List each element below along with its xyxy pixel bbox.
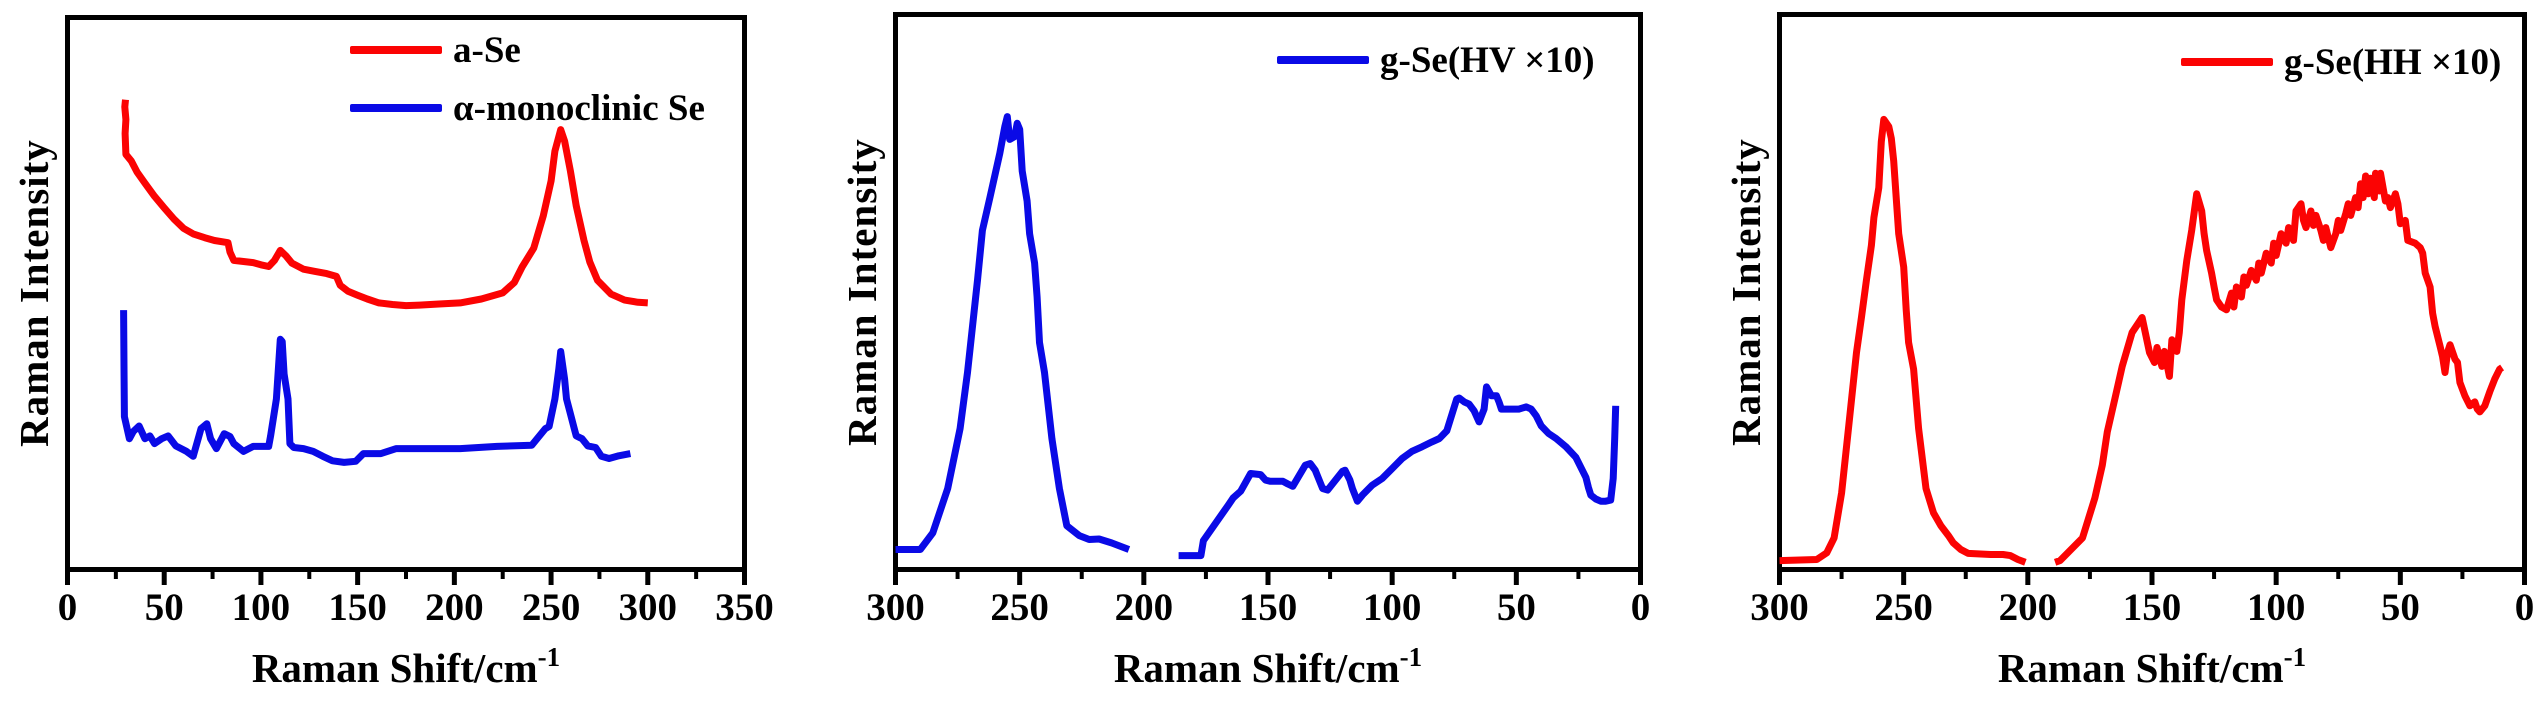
x-tick-label: 250: [521, 586, 581, 629]
legend-line-swatch: [2181, 58, 2273, 66]
x-axis-title: Raman Shift/cm-1: [65, 642, 747, 692]
x-tick-label: 350: [715, 586, 774, 629]
y-axis-label: Raman Intensity: [839, 138, 885, 446]
panel-a-se-vs-monoclinic: Raman Intensity 0 50 100 150 200 250 300 350 Ra…: [11, 15, 774, 691]
legend-label: g-Se(HV ×10): [1380, 39, 1595, 81]
plot-area: [893, 12, 1643, 585]
x-tick-label: 250: [1874, 586, 1933, 629]
x-tick-label: 50: [1496, 586, 1536, 629]
x-axis-title: Raman Shift/cm-1: [1777, 642, 2527, 692]
curve-g-se-hv-10-: [1178, 383, 1620, 560]
legend-line-swatch: [350, 46, 442, 54]
curve--monoclinic-se: [120, 310, 632, 466]
x-axis-title-text: Raman Shift/cm: [1997, 645, 2284, 691]
x-tick-label: 150: [1238, 586, 1298, 629]
x-tick-label: 0: [2514, 586, 2535, 629]
x-tick-label: 200: [1114, 586, 1174, 629]
plot-area: [1777, 12, 2527, 585]
x-axis-title-superscript: -1: [1399, 642, 1423, 672]
curve-a-se: [121, 99, 649, 310]
curve-g-se-hh-10-: [2053, 169, 2505, 566]
x-tick-label: 300: [866, 586, 925, 629]
x-tick-label: 50: [2380, 586, 2420, 629]
panel-g-se-hv: Raman Intensity 300 250 200 150 100 50 0 Raman…: [839, 12, 1650, 691]
y-axis-label: Raman Intensity: [1723, 138, 1769, 446]
legend: g-Se(HH ×10): [2181, 40, 2501, 84]
x-tick-label: 300: [1750, 586, 1809, 629]
x-axis-title-text: Raman Shift/cm: [251, 645, 538, 691]
x-tick-label: 100: [2246, 586, 2306, 629]
curve-g-se-hv-10-: [895, 113, 1131, 553]
x-tick-label: 200: [425, 586, 484, 629]
x-axis-ticks: 300 250 200 150 100 50 0: [1750, 584, 2534, 632]
x-axis-title-text: Raman Shift/cm: [1113, 645, 1400, 691]
x-tick-label: 150: [328, 586, 387, 629]
x-tick-label: 0: [1630, 586, 1651, 629]
panel-g-se-hh: Raman Intensity 300 250 200 150 100 50 0 Raman…: [1723, 12, 2534, 691]
legend-entry: g-Se(HV ×10): [1277, 38, 1595, 82]
x-tick-label: 100: [231, 586, 291, 629]
x-tick-label: 100: [1362, 586, 1422, 629]
x-axis-ticks: 300 250 200 150 100 50 0: [866, 584, 1650, 632]
legend: g-Se(HV ×10): [1277, 38, 1595, 82]
plot-area: [65, 15, 747, 585]
x-tick-label: 50: [144, 586, 184, 629]
x-axis-title-superscript: -1: [537, 642, 561, 672]
legend-entry: α-monoclinic Se: [350, 86, 705, 130]
x-tick-label: 200: [1998, 586, 2058, 629]
plot-frame: [893, 12, 1643, 572]
legend-entry: g-Se(HH ×10): [2181, 40, 2501, 84]
plot-frame: [1777, 12, 2527, 572]
x-axis-title: Raman Shift/cm-1: [893, 642, 1643, 692]
legend: a-Se α-monoclinic Se: [350, 28, 705, 130]
x-tick-label: 0: [57, 586, 78, 629]
legend-label: a-Se: [453, 29, 521, 71]
legend-line-swatch: [1277, 56, 1369, 64]
y-axis-label: Raman Intensity: [11, 139, 57, 448]
x-axis-title-superscript: -1: [2283, 642, 2307, 672]
x-tick-label: 250: [990, 586, 1049, 629]
x-axis-ticks: 0 50 100 150 200 250 300 350: [58, 584, 774, 632]
x-tick-label: 150: [2122, 586, 2182, 629]
legend-label: α-monoclinic Se: [453, 87, 705, 129]
curve-g-se-hh-10-: [1779, 115, 2027, 566]
legend-entry: a-Se: [350, 28, 705, 72]
x-tick-label: 300: [618, 586, 678, 629]
legend-label: g-Se(HH ×10): [2284, 41, 2502, 83]
legend-line-swatch: [350, 104, 442, 112]
